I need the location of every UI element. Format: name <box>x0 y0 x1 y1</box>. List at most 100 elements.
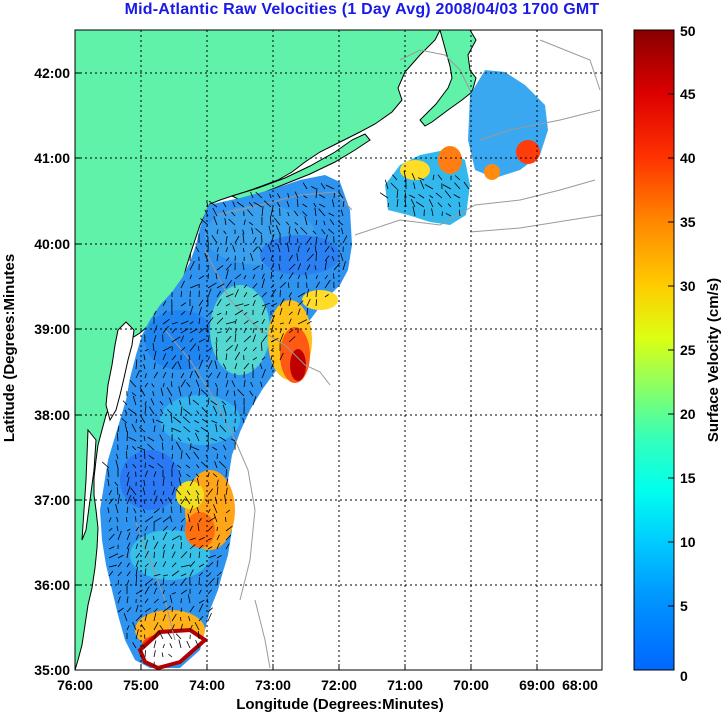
velocity-arrow <box>325 184 335 190</box>
velocity-arrow <box>180 379 186 388</box>
velocity-arrow <box>143 450 146 460</box>
velocity-arrow <box>180 302 187 307</box>
velocity-arrow <box>287 282 290 289</box>
velocity-arrow <box>143 435 146 442</box>
velocity-arrow <box>189 338 194 343</box>
velocity-arrow <box>279 282 287 289</box>
velocity-arrow <box>255 191 263 199</box>
velocity-arrow <box>260 342 263 352</box>
velocity-arrow <box>144 634 146 640</box>
velocity-arrow <box>187 594 191 604</box>
velocity-arrow <box>193 451 200 460</box>
velocity-arrow <box>126 571 131 577</box>
velocity-arrow <box>417 177 425 181</box>
velocity-arrow <box>207 508 211 514</box>
velocity-arrow <box>180 450 183 460</box>
velocity-arrow <box>153 561 157 568</box>
velocity-arrow <box>404 197 407 208</box>
velocity-arrow <box>269 193 272 199</box>
velocity-arrow <box>196 464 200 469</box>
velocity-arrow <box>250 252 254 262</box>
velocity-arrow <box>108 564 117 568</box>
velocity-arrow <box>162 550 165 559</box>
velocity-arrow <box>297 300 304 307</box>
velocity-arrow <box>126 607 132 613</box>
velocity-arrow <box>132 395 137 406</box>
velocity-arrow <box>297 274 301 280</box>
velocity-arrow <box>251 227 254 235</box>
velocity-arrow <box>135 560 139 568</box>
velocity-arrow <box>232 245 236 253</box>
velocity-arrow <box>232 201 236 208</box>
velocity-arrow <box>171 321 178 325</box>
velocity-arrow <box>237 389 245 397</box>
velocity-arrow <box>207 356 211 361</box>
velocity-arrow <box>166 387 173 397</box>
velocity-arrow <box>214 360 218 370</box>
velocity-arrow <box>198 517 202 523</box>
velocity-arrow <box>126 471 130 478</box>
colorbar-tick-label: 0 <box>680 668 688 684</box>
velocity-arrow <box>225 543 230 550</box>
velocity-arrow <box>189 261 195 271</box>
velocity-arrow <box>379 192 389 199</box>
velocity-arrow <box>171 453 173 460</box>
velocity-arrow <box>162 372 167 379</box>
velocity-arrow <box>225 321 236 325</box>
velocity-arrow <box>324 294 329 298</box>
velocity-arrow <box>300 227 308 235</box>
velocity-arrow <box>225 478 229 487</box>
velocity-arrow <box>125 516 128 523</box>
velocity-arrow <box>269 215 272 226</box>
velocity-arrow <box>180 564 191 568</box>
velocity-arrow <box>152 343 155 352</box>
velocity-arrow <box>223 444 227 451</box>
velocity-arrow <box>144 401 147 406</box>
x-tick-label: 74:00 <box>189 677 225 693</box>
velocity-arrow <box>236 201 245 208</box>
velocity-arrow <box>463 181 470 190</box>
velocity-arrow <box>126 476 130 487</box>
velocity-arrow <box>242 417 245 424</box>
velocity-arrow <box>178 477 182 487</box>
velocity-arrow <box>390 182 398 190</box>
velocity-arrow <box>216 312 222 316</box>
velocity-arrow <box>306 308 309 316</box>
velocity-arrow <box>413 182 416 190</box>
velocity-arrow <box>318 194 326 199</box>
velocity-arrow <box>216 555 222 559</box>
velocity-arrow <box>287 193 290 199</box>
velocity-arrow <box>135 552 141 559</box>
velocity-arrow <box>306 288 309 298</box>
x-tick-label: 75:00 <box>123 677 159 693</box>
velocity-arrow <box>248 201 254 208</box>
velocity-arrow <box>324 275 329 280</box>
velocity-arrow <box>252 246 258 253</box>
velocity-arrow <box>306 320 312 325</box>
y-axis-title: Latitude (Degrees:Minutes <box>1 254 18 442</box>
velocity-arrow <box>313 202 317 208</box>
velocity-arrow <box>387 202 389 208</box>
velocity-arrow <box>142 509 146 514</box>
velocity-arrow <box>153 598 159 604</box>
velocity-arrow <box>207 372 213 379</box>
colorbar-gradient <box>633 29 675 671</box>
velocity-arrow <box>328 212 335 217</box>
velocity-arrow <box>197 345 200 352</box>
velocity-arrow <box>107 468 110 478</box>
velocity-arrow <box>216 372 221 379</box>
velocity-arrow <box>126 562 130 568</box>
velocity-arrow <box>162 424 165 433</box>
velocity-arrow <box>429 194 434 199</box>
velocity-arrow <box>324 279 331 289</box>
velocity-arrow <box>270 315 275 325</box>
velocity-arrow <box>286 200 290 208</box>
velocity-arrow <box>212 207 218 217</box>
velocity-arrow <box>162 310 167 316</box>
velocity-arrow <box>207 554 216 559</box>
velocity-arrow <box>126 445 128 451</box>
velocity-arrow <box>157 463 164 469</box>
velocity-arrow <box>225 372 228 379</box>
velocity-arrow <box>261 292 267 298</box>
velocity-arrow <box>162 442 164 451</box>
